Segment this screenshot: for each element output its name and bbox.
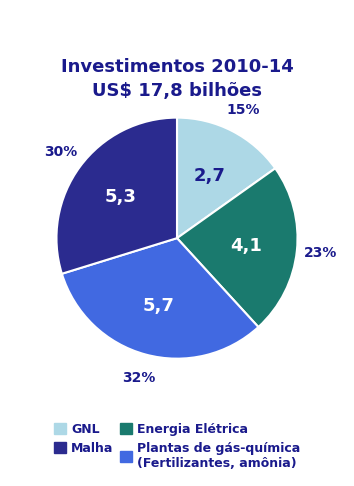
Wedge shape xyxy=(62,238,258,359)
Text: 2,7: 2,7 xyxy=(193,167,225,185)
Text: 15%: 15% xyxy=(227,103,260,117)
Text: 30%: 30% xyxy=(44,145,77,159)
Text: 4,1: 4,1 xyxy=(230,237,262,255)
Text: Investimentos 2010-14
US$ 17,8 bilhões: Investimentos 2010-14 US$ 17,8 bilhões xyxy=(61,58,293,100)
Text: 5,7: 5,7 xyxy=(143,296,175,314)
Text: 23%: 23% xyxy=(304,246,337,260)
Wedge shape xyxy=(177,118,275,238)
Wedge shape xyxy=(57,118,177,274)
Text: 32%: 32% xyxy=(122,371,156,385)
Text: 5,3: 5,3 xyxy=(105,188,137,206)
Legend: GNL, Malha, Energia Elétrica, Plantas de gás-química
(Fertilizantes, amônia): GNL, Malha, Energia Elétrica, Plantas de… xyxy=(48,417,306,475)
Wedge shape xyxy=(177,168,297,327)
